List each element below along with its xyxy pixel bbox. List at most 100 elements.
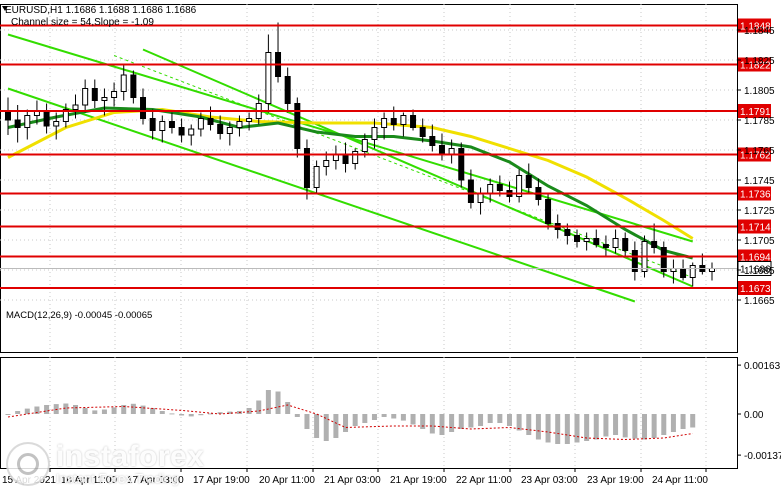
time-tick-label: 22 Apr 11:00: [456, 475, 512, 486]
macd-histogram-bar: [584, 414, 589, 441]
macd-histogram-bar: [468, 414, 473, 428]
candle-body: [208, 119, 213, 125]
macd-histogram-bar: [411, 414, 416, 425]
macd-histogram-bar: [603, 414, 608, 437]
macd-histogram-bar: [661, 414, 666, 435]
macd-tick-label: -0.00137: [744, 451, 781, 462]
level-label: 1.1673: [740, 284, 771, 295]
macd-histogram-bar: [391, 414, 396, 419]
candle-body: [584, 239, 589, 242]
candle-body: [468, 180, 473, 203]
candle-body: [198, 119, 203, 130]
price-tick-label: 1.1845: [744, 26, 775, 37]
macd-histogram-bar: [276, 392, 281, 415]
candle-body: [613, 239, 618, 248]
macd-histogram-bar: [44, 405, 49, 414]
candle-body: [83, 89, 88, 106]
macd-histogram-bar: [333, 414, 338, 438]
macd-histogram-bar: [353, 414, 358, 426]
macd-histogram-bar: [478, 414, 483, 426]
candle-body: [285, 77, 290, 104]
candle-body: [382, 119, 387, 128]
candle-body: [169, 122, 174, 128]
candle-body: [652, 242, 657, 248]
logo-name: instaforex: [56, 442, 204, 472]
macd-histogram-bar: [565, 414, 570, 444]
macd-histogram-bar: [285, 402, 290, 414]
candle-body: [574, 236, 579, 242]
macd-histogram-bar: [430, 414, 435, 434]
time-tick-label: 23 Apr 03:00: [521, 475, 578, 486]
candle-body: [478, 194, 483, 203]
candle-body: [681, 269, 686, 278]
macd-histogram-bar: [25, 409, 30, 414]
candle-body: [420, 128, 425, 137]
candle-body: [15, 120, 20, 128]
macd-histogram-bar: [102, 410, 107, 415]
macd-histogram-bar: [420, 414, 425, 429]
macd-histogram-bar: [343, 414, 348, 432]
candle-body: [44, 111, 49, 126]
level-label: 1.1714: [740, 223, 771, 234]
macd-histogram-bar: [632, 414, 637, 439]
macd-histogram-bar: [160, 411, 165, 414]
macd-histogram-bar: [613, 414, 618, 435]
macd-histogram-bar: [401, 414, 406, 421]
time-tick-label: 21 Apr 03:00: [324, 475, 381, 486]
macd-histogram-bar: [92, 410, 97, 414]
macd-histogram-bar: [314, 414, 319, 438]
candle-body: [73, 105, 78, 110]
candle-body: [131, 75, 136, 98]
symbol-header: EURUSD,H1 1.1686 1.1688 1.1686 1.1686: [5, 5, 197, 16]
macd-histogram-bar: [362, 414, 367, 423]
macd-histogram-bar: [507, 414, 512, 426]
candle-body: [121, 75, 126, 92]
candle-body: [411, 116, 416, 128]
candle-body: [623, 239, 628, 251]
candle-body: [690, 266, 695, 278]
macd-histogram-bar: [141, 406, 146, 414]
macd-histogram-bar: [488, 414, 493, 423]
macd-histogram-bar: [690, 414, 695, 428]
candle-body: [594, 239, 599, 245]
time-tick-label: 21 Apr 19:00: [390, 475, 447, 486]
candle-body: [237, 122, 242, 128]
macd-histogram-bar: [449, 414, 454, 432]
candle-body: [526, 176, 531, 188]
candle-body: [54, 122, 59, 127]
macd-histogram-bar: [266, 390, 271, 414]
macd-histogram-bar: [112, 407, 117, 414]
macd-histogram-bar: [546, 414, 551, 443]
macd-histogram-bar: [15, 411, 20, 414]
candle-body: [459, 149, 464, 181]
candle-body: [546, 200, 551, 224]
logo-mark-icon: [6, 442, 50, 486]
macd-histogram-bar: [439, 414, 444, 435]
macd-histogram-bar: [189, 414, 194, 416]
macd-histogram-bar: [623, 414, 628, 437]
candle-body: [266, 53, 271, 104]
candle-body: [189, 129, 194, 135]
macd-histogram-bar: [497, 414, 502, 423]
candle-body: [353, 152, 358, 164]
candle-body: [430, 137, 435, 146]
price-tick-label: 1.1705: [744, 236, 775, 247]
macd-histogram-bar: [131, 404, 136, 414]
price-tick-label: 1.1785: [744, 116, 775, 127]
price-tick-label: 1.1685: [744, 266, 775, 277]
price-tick-label: 1.1765: [744, 146, 775, 157]
macd-histogram-bar: [256, 401, 261, 415]
macd-histogram-bar: [459, 414, 464, 429]
macd-histogram-bar: [536, 414, 541, 440]
candle-body: [401, 116, 406, 125]
macd-histogram-bar: [681, 414, 686, 429]
logo-tagline: Instant Forex Trading: [56, 472, 204, 486]
level-label: 1.1736: [740, 190, 771, 201]
macd-histogram-bar: [594, 414, 599, 440]
candle-body: [488, 185, 493, 194]
candle-body: [362, 140, 367, 152]
candle-body: [439, 146, 444, 155]
time-tick-label: 20 Apr 11:00: [259, 475, 315, 486]
macd-histogram-bar: [652, 414, 657, 438]
